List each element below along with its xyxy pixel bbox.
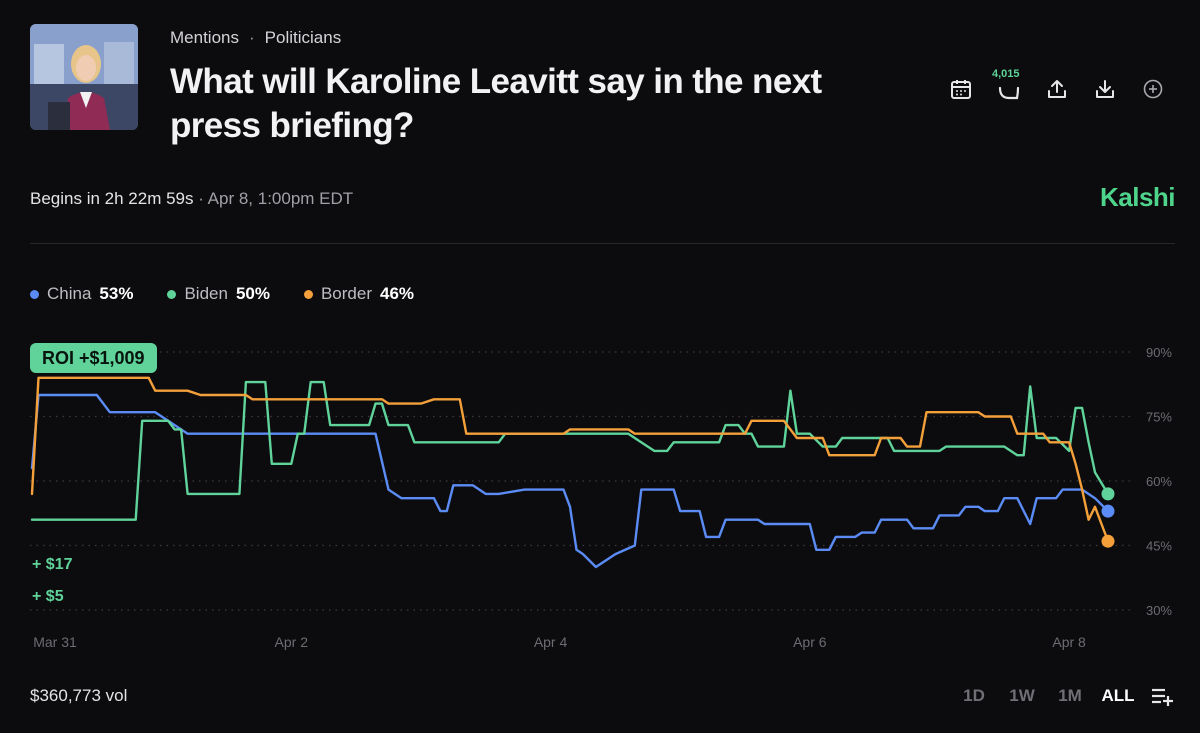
brand-logo: Kalshi bbox=[1100, 182, 1176, 212]
begins-info: Begins in 2h 22m 59s · Apr 8, 1:00pm EDT bbox=[30, 189, 353, 209]
speaker-photo-icon bbox=[30, 24, 138, 130]
action-toolbar bbox=[940, 74, 1170, 104]
legend-swatch bbox=[30, 289, 39, 299]
series-line-biden bbox=[30, 380, 1110, 521]
legend-value: 50% bbox=[235, 284, 270, 303]
time-range-selector: 1D 1W 1M ALL bbox=[950, 686, 1142, 706]
legend-item-biden[interactable]: Biden 50% bbox=[167, 284, 270, 304]
range-all[interactable]: ALL bbox=[1101, 686, 1135, 705]
divider bbox=[30, 243, 1175, 244]
roi-badge: ROI +$1,009 bbox=[30, 343, 157, 373]
comments-button[interactable] bbox=[994, 74, 1024, 104]
series-line-border bbox=[30, 376, 1110, 543]
x-tick-label: Mar 31 bbox=[33, 634, 77, 650]
calendar-button[interactable] bbox=[946, 74, 976, 104]
breadcrumb-politicians[interactable]: Politicians bbox=[264, 28, 342, 47]
y-tick-label: 30% bbox=[1146, 603, 1172, 618]
legend-swatch bbox=[303, 289, 313, 299]
range-1w[interactable]: 1W bbox=[1009, 686, 1035, 705]
series-line-china bbox=[30, 393, 1110, 569]
page-title: What will Karoline Leavitt say in the ne… bbox=[170, 62, 822, 145]
list-add-icon bbox=[1152, 688, 1173, 706]
share-button[interactable] bbox=[1042, 74, 1072, 104]
legend-name: China bbox=[47, 284, 92, 303]
comment-icon bbox=[998, 86, 1020, 100]
y-tick-label: 75% bbox=[1146, 410, 1172, 425]
breadcrumb-separator: · bbox=[248, 28, 255, 47]
legend-value: 53% bbox=[99, 284, 134, 303]
range-1m[interactable]: 1M bbox=[1058, 686, 1082, 705]
download-button[interactable] bbox=[1090, 74, 1120, 104]
legend-item-china[interactable]: China 53% bbox=[30, 284, 133, 304]
legend-name: Border bbox=[320, 284, 372, 303]
y-tick-label: 45% bbox=[1146, 539, 1172, 554]
breadcrumb-mentions[interactable]: Mentions bbox=[170, 28, 239, 47]
x-tick-label: Apr 4 bbox=[534, 634, 568, 650]
series-endpoint-border[interactable] bbox=[1101, 534, 1115, 548]
legend-value: 46% bbox=[380, 284, 415, 303]
market-thumbnail bbox=[30, 24, 138, 130]
download-icon bbox=[1096, 80, 1114, 98]
breadcrumb: Mentions · Politicians bbox=[170, 28, 341, 48]
comment-count-badge: 4,015 bbox=[992, 68, 1020, 80]
legend-item-border[interactable]: Border 46% bbox=[303, 284, 415, 304]
gain-label: + $17 bbox=[32, 556, 73, 573]
share-icon bbox=[1048, 80, 1066, 98]
x-tick-label: Apr 2 bbox=[275, 634, 309, 650]
legend-swatch bbox=[167, 289, 177, 299]
x-tick-label: Apr 6 bbox=[793, 634, 827, 650]
price-chart[interactable]: 90% 75% 60% 45% 30% Mar 31 Apr 2 Apr 4 Apr 6 Apr … bbox=[0, 330, 1200, 660]
y-tick-label: 60% bbox=[1146, 474, 1172, 489]
series-endpoint-china[interactable] bbox=[1101, 504, 1115, 518]
volume-text: $360,773 vol bbox=[30, 686, 128, 705]
chart-legend: China 53% Biden 50% Border 46% bbox=[30, 284, 414, 304]
calendar-icon bbox=[951, 80, 971, 99]
legend-name: Biden bbox=[184, 284, 228, 303]
y-tick-label: 90% bbox=[1146, 345, 1172, 360]
begins-separator: · bbox=[193, 189, 208, 208]
add-circle-icon bbox=[1143, 79, 1163, 99]
gain-label: + $5 bbox=[32, 588, 64, 605]
range-1d[interactable]: 1D bbox=[963, 686, 985, 705]
countdown-text: Begins in 2h 22m 59s bbox=[30, 189, 194, 208]
begins-date: Apr 8, 1:00pm EDT bbox=[207, 189, 354, 208]
add-button[interactable] bbox=[1138, 74, 1168, 104]
series-endpoint-biden[interactable] bbox=[1101, 487, 1115, 501]
chart-options-button[interactable] bbox=[1150, 684, 1174, 713]
x-tick-label: Apr 8 bbox=[1052, 634, 1086, 650]
